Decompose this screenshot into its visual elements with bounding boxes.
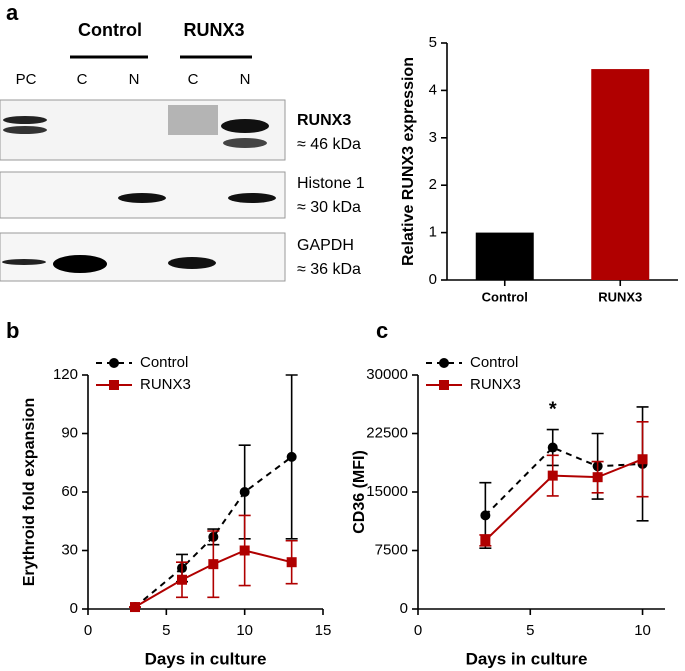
protein-label: Histone 1 xyxy=(297,175,365,192)
x-tick-label: RUNX3 xyxy=(598,289,642,304)
series-line xyxy=(484,446,643,517)
marker xyxy=(239,545,250,556)
y-tick-label: 22500 xyxy=(366,424,408,441)
x-tick-label: 5 xyxy=(162,622,170,639)
panel-label: c xyxy=(376,318,388,343)
y-tick-label: 5 xyxy=(429,34,437,51)
y-tick-label: 1 xyxy=(429,224,437,241)
blot-membrane xyxy=(0,232,286,282)
y-tick-label: 2 xyxy=(429,176,437,193)
band xyxy=(3,116,47,124)
series-line xyxy=(484,458,643,542)
x-tick-label: 10 xyxy=(236,622,253,639)
protein-label: RUNX3 xyxy=(297,112,351,129)
y-tick-label: 0 xyxy=(400,600,408,617)
size-label: ≈ 30 kDa xyxy=(297,199,361,216)
legend-marker xyxy=(439,358,449,368)
y-tick-label: 0 xyxy=(70,600,78,617)
bar xyxy=(591,69,650,280)
lane-label: N xyxy=(129,71,140,88)
marker xyxy=(592,472,603,483)
y-tick-label: 15000 xyxy=(366,483,408,500)
panel-label: a xyxy=(6,0,19,25)
legend-marker xyxy=(109,358,119,368)
y-tick-label: 120 xyxy=(53,366,78,383)
legend-label: Control xyxy=(470,354,518,371)
size-label: ≈ 36 kDa xyxy=(297,261,361,278)
y-axis-label: CD36 (MFI) xyxy=(351,450,368,534)
y-axis-label: Erythroid fold expansion xyxy=(21,398,38,586)
legend-marker xyxy=(109,380,119,390)
legend-label: RUNX3 xyxy=(140,376,191,393)
y-tick-label: 30000 xyxy=(366,366,408,383)
x-axis-label: Days in culture xyxy=(466,649,588,668)
y-tick-label: 60 xyxy=(61,483,78,500)
marker xyxy=(130,602,140,613)
western-blot: Control RUNX3 PC C N C N RUNX3 ≈ 46 kDa … xyxy=(0,20,365,282)
band xyxy=(2,259,46,265)
series-line xyxy=(134,456,293,608)
y-tick-label: 0 xyxy=(429,271,437,288)
group-label: RUNX3 xyxy=(183,20,244,40)
y-tick-label: 4 xyxy=(429,81,437,98)
band xyxy=(53,255,107,273)
y-tick-label: 90 xyxy=(61,424,78,441)
protein-label: GAPDH xyxy=(297,237,354,254)
marker xyxy=(480,510,491,521)
x-tick-label: Control xyxy=(482,289,528,304)
lane-label: PC xyxy=(16,71,37,88)
y-tick-label: 3 xyxy=(429,129,437,146)
marker xyxy=(208,559,219,570)
bar xyxy=(475,232,534,280)
y-tick-label: 7500 xyxy=(375,541,408,558)
marker xyxy=(286,557,297,568)
marker xyxy=(480,535,491,546)
x-axis-label: Days in culture xyxy=(145,649,267,668)
panel-label: b xyxy=(6,318,19,343)
y-tick-label: 30 xyxy=(61,541,78,558)
marker xyxy=(547,442,558,453)
x-tick-label: 10 xyxy=(634,622,651,639)
lane-label: N xyxy=(240,71,251,88)
legend-label: RUNX3 xyxy=(470,376,521,393)
size-label: ≈ 46 kDa xyxy=(297,136,361,153)
y-axis-label: Relative RUNX3 expression xyxy=(400,57,417,266)
band xyxy=(228,193,276,203)
smear xyxy=(168,105,218,135)
marker xyxy=(637,454,648,465)
band xyxy=(118,193,166,203)
x-tick-label: 0 xyxy=(84,622,92,639)
x-tick-label: 15 xyxy=(315,622,332,639)
band xyxy=(221,119,269,133)
marker xyxy=(547,470,558,481)
band xyxy=(168,257,216,269)
x-tick-label: 5 xyxy=(526,622,534,639)
x-tick-label: 0 xyxy=(414,622,422,639)
band xyxy=(3,126,47,134)
group-label: Control xyxy=(78,20,142,40)
lane-label: C xyxy=(188,71,199,88)
marker xyxy=(177,574,187,585)
band xyxy=(223,138,267,148)
legend-label: Control xyxy=(140,354,188,371)
annotation: * xyxy=(549,398,557,420)
marker xyxy=(239,487,250,497)
lane-label: C xyxy=(77,71,88,88)
legend-marker xyxy=(439,380,449,390)
marker xyxy=(286,451,297,462)
